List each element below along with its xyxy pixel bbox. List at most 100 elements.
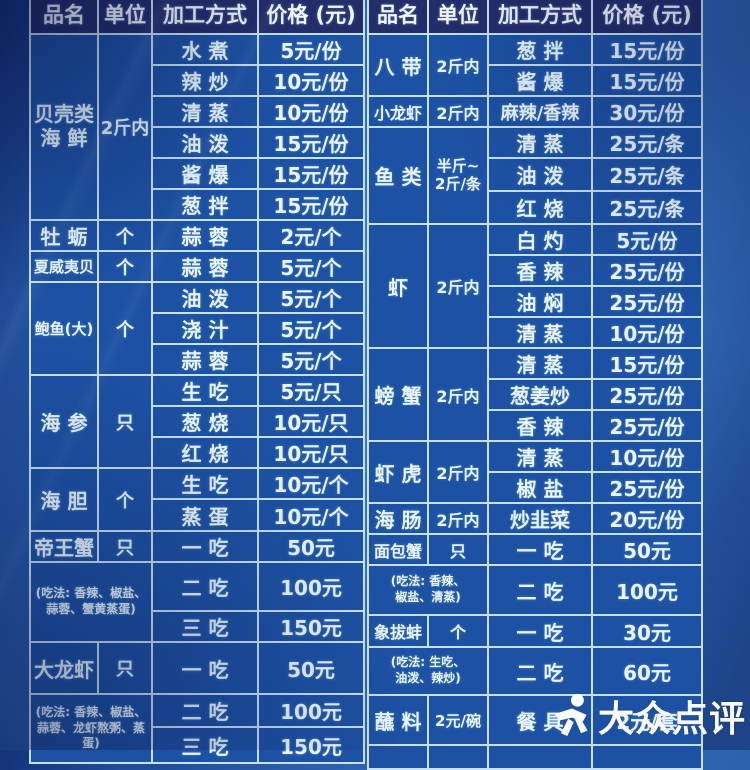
price-cell: 100元 (591, 564, 703, 616)
table-row: (吃法: 香辣、椒盐、 蒜蓉、蟹黄蒸蛋) 二 吃 100元 (29, 561, 365, 643)
eating-style-note-cell: (吃法: 香辣、椒盐、 蒜蓉、蟹黄蒸蛋) (29, 561, 153, 643)
price-cell: 50元 (591, 533, 703, 566)
empty-cell (427, 744, 489, 770)
method-cell: 香 辣 (487, 409, 593, 442)
method-cell: 蒜 蓉 (151, 219, 259, 252)
price-cell: 25元/条 (591, 190, 703, 225)
item-name-cell: 牡 蛎 (29, 219, 99, 252)
table-row: 葱 烧 10元/只 (30, 405, 365, 438)
method-cell: 浇 汁 (151, 312, 259, 345)
table-row: 酱 爆 15元/份 (368, 64, 703, 97)
item-name-cell: 贝壳类 海 鲜 (29, 33, 99, 221)
unit-cell: 只 (97, 530, 153, 563)
price-cell: 15元/份 (591, 64, 703, 97)
price-cell: 10元/只 (257, 405, 365, 438)
price-cell: 50元 (257, 641, 365, 695)
method-cell: 一 吃 (151, 530, 259, 563)
table-row: 八 带 2斤内 葱 拌 15元/份 (367, 33, 703, 97)
price-cell: 10元/只 (257, 436, 365, 469)
table-row: 面包蟹 只 一 吃 50元 (367, 533, 703, 566)
watermark-text: 大众点评 (597, 699, 746, 740)
unit-cell: 只 (427, 533, 489, 566)
method-cell: 水 煮 (151, 33, 259, 66)
price-cell: 10元/份 (257, 64, 365, 97)
price-cell: 2元/个 (257, 219, 365, 252)
price-cell: 2元/套 (591, 694, 703, 746)
header-cell-price: 价格 (元) (591, 0, 703, 35)
table-row: 椒 盐 25元/份 (368, 471, 703, 504)
table-row (367, 744, 703, 770)
method-cell: 葱 烧 (151, 405, 259, 438)
unit-cell: 只 (97, 374, 153, 469)
unit-cell: 个 (427, 614, 489, 648)
price-cell: 15元/份 (591, 33, 703, 66)
unit-cell: 2斤内 (427, 440, 489, 504)
method-cell: 蒜 蓉 (151, 250, 259, 283)
header-cell-method: 加工方式 (151, 0, 259, 35)
table-row: 香 辣 25元/份 (368, 254, 703, 287)
table-row: 香 辣 25元/份 (368, 409, 703, 442)
price-cell: 10元/份 (591, 316, 703, 349)
price-cell: 150元 (257, 610, 365, 643)
eating-style-note-cell: (吃法: 生吃、 油泼、辣炒) (367, 646, 489, 696)
table-row: 清 蒸 10元/份 (368, 316, 703, 349)
price-cell: 25元/条 (591, 126, 703, 159)
item-name-cell: 帝王蟹 (29, 530, 99, 563)
empty-cell (367, 744, 429, 770)
item-name-cell: 鱼 类 (367, 126, 429, 225)
method-cell: 清 蒸 (487, 347, 593, 380)
table-row: 油 焖 25元/份 (368, 285, 703, 318)
method-cell: 油 泼 (151, 281, 259, 314)
table-row: 蒸 蛋 10元/个 (30, 498, 365, 532)
table-row: 大龙虾 只 一 吃 50元 (29, 641, 365, 695)
item-name-cell: 海 肠 (367, 502, 429, 535)
item-name-cell: 大龙虾 (29, 641, 99, 695)
unit-cell: 半斤~ 2斤/条 (427, 126, 489, 225)
unit-cell: 2斤内 (97, 33, 153, 221)
item-name-cell: 小龙虾 (367, 95, 429, 128)
unit-cell: 2斤内 (427, 223, 489, 349)
dianping-person-icon (549, 692, 593, 740)
item-name-cell: 鲍鱼(大) (29, 281, 99, 376)
method-cell: 一 吃 (487, 533, 593, 566)
method-cell: 葱 拌 (487, 33, 593, 66)
method-cell: 一 吃 (151, 641, 259, 695)
price-cell: 150元 (257, 726, 365, 764)
table-row: 象拔蚌 个 一 吃 30元 (367, 614, 703, 648)
price-cell: 5元/份 (257, 33, 365, 66)
table-row: 海 肠 2斤内 炒韭菜 20元/份 (367, 502, 703, 535)
price-cell: 30元 (591, 614, 703, 648)
price-cell: 25元/份 (591, 471, 703, 504)
method-cell: 白 灼 (487, 223, 593, 256)
unit-cell: 2斤内 (427, 347, 489, 442)
table-header-row: 品名 单位 加工方式 价格 (元) (367, 0, 703, 35)
table-row: 鱼 类 半斤~ 2斤/条 清 蒸 25元/条 (367, 126, 703, 225)
unit-cell: 只 (97, 641, 153, 695)
item-name-cell: 蘸 料 (367, 694, 429, 746)
table-row: 三 吃 150元 (30, 610, 365, 643)
seafood-price-table-right: 品名 单位 加工方式 价格 (元) 八 带 2斤内 葱 拌 15元/份 酱 爆 … (367, 0, 703, 770)
method-cell: 清 蒸 (487, 316, 593, 349)
price-cell: 5元/个 (257, 312, 365, 345)
price-cell: 5元/个 (257, 250, 365, 283)
table-row: 油 泼 25元/条 (368, 157, 703, 192)
method-cell: 三 吃 (151, 610, 259, 643)
method-cell: 二 吃 (487, 646, 593, 696)
dianping-watermark: 大众点评 (549, 690, 746, 742)
empty-cell (591, 744, 703, 770)
method-cell: 红 烧 (487, 190, 593, 225)
table-row: 虾 虎 2斤内 清 蒸 10元/份 (367, 440, 703, 504)
price-cell: 5元/个 (257, 343, 365, 376)
seafood-price-table-left: 品名 单位 加工方式 价格 (元) 贝壳类 海 鲜 2斤内 水 煮 5元/份 辣… (29, 0, 365, 764)
price-cell: 10元/个 (257, 498, 365, 532)
method-cell: 二 吃 (151, 693, 259, 728)
unit-cell: 2元/碗 (427, 694, 489, 746)
table-row: (吃法: 香辣、椒盐、 蒜蓉、龙虾熬粥、蒸蛋) 二 吃 100元 (29, 693, 365, 764)
price-cell: 5元/只 (257, 374, 365, 407)
item-name-cell: 夏威夷贝 (29, 250, 99, 283)
eating-style-note-cell: (吃法: 香辣、椒盐、 蒜蓉、龙虾熬粥、蒸蛋) (29, 693, 153, 764)
unit-cell: 2斤内 (427, 33, 489, 97)
header-cell-unit: 单位 (427, 0, 489, 35)
price-cell: 30元/份 (591, 95, 703, 128)
method-cell: 清 蒸 (487, 126, 593, 159)
